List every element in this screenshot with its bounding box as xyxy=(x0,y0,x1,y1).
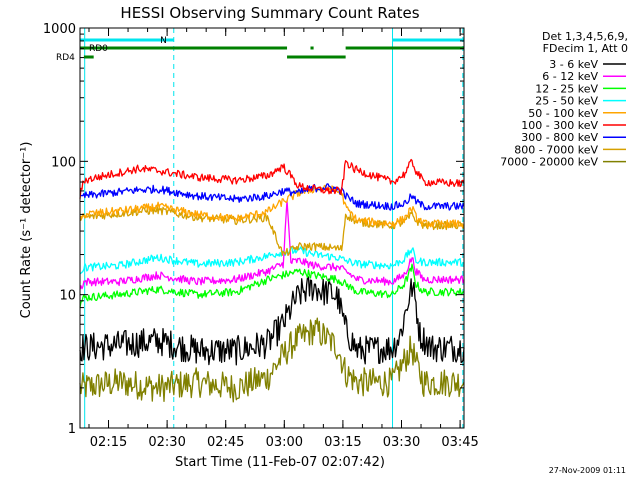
series-line-9 xyxy=(79,317,465,403)
series-line-8 xyxy=(79,205,465,257)
legend-header-line-1: Det 1,3,4,5,6,9, xyxy=(542,30,628,43)
legend-label: 800 - 7000 keV xyxy=(514,143,598,156)
series-line-4 xyxy=(79,246,465,275)
legend-label: 100 - 300 keV xyxy=(521,119,598,132)
plot-frame xyxy=(79,27,465,429)
series-line-2 xyxy=(79,199,465,290)
x-tick-label: 03:15 xyxy=(324,435,361,450)
legend-label: 25 - 50 keV xyxy=(535,95,598,108)
plot-area: RD0 RD4 N xyxy=(56,28,465,428)
series-line-6 xyxy=(79,158,465,199)
x-tick-label: 02:30 xyxy=(148,435,185,450)
legend-label: 6 - 12 keV xyxy=(542,70,598,83)
x-tick-label: 02:15 xyxy=(90,435,127,450)
x-tick-label: 02:45 xyxy=(207,435,244,450)
x-axis-label: Start Time (11-Feb-07 02:07:42) xyxy=(175,455,385,470)
legend-label: 12 - 25 keV xyxy=(535,82,598,95)
legend-label: 3 - 6 keV xyxy=(549,58,598,71)
x-tick-label: 03:30 xyxy=(383,435,420,450)
legend-label: 50 - 100 keV xyxy=(528,107,598,120)
legend-label: 7000 - 20000 keV xyxy=(500,156,598,169)
rd4-flag-label: RD4 xyxy=(56,53,75,63)
series-line-1 xyxy=(79,276,465,366)
series-line-3 xyxy=(79,263,464,308)
series-line-5 xyxy=(79,184,465,229)
legend: Det 1,3,4,5,6,9, FDecim 1, Att 0 3 - 6 k… xyxy=(500,30,628,169)
y-tick-label: 1000 xyxy=(43,22,76,37)
legend-header-line-2: FDecim 1, Att 0 xyxy=(543,42,628,55)
series-line-7 xyxy=(79,183,465,211)
y-axis-label: Count Rate (s⁻¹ detector⁻¹) xyxy=(19,142,34,319)
x-tick-label: 03:45 xyxy=(441,435,478,450)
legend-label: 300 - 800 keV xyxy=(521,131,598,144)
chart-title: HESSI Observing Summary Count Rates xyxy=(120,4,419,22)
y-axis: 1 10 100 1000 xyxy=(43,22,464,437)
generated-timestamp: 27-Nov-2009 01:11 xyxy=(549,466,626,475)
night-flag-label: N xyxy=(160,36,167,46)
rd0-flag-label: RD0 xyxy=(89,44,108,54)
x-tick-label: 03:00 xyxy=(266,435,303,450)
y-tick-label: 1 xyxy=(68,422,76,437)
x-axis: 02:15 02:30 02:45 03:00 03:15 03:30 03:45 xyxy=(88,28,479,450)
y-tick-label: 100 xyxy=(51,155,76,170)
y-tick-label: 10 xyxy=(59,289,76,304)
